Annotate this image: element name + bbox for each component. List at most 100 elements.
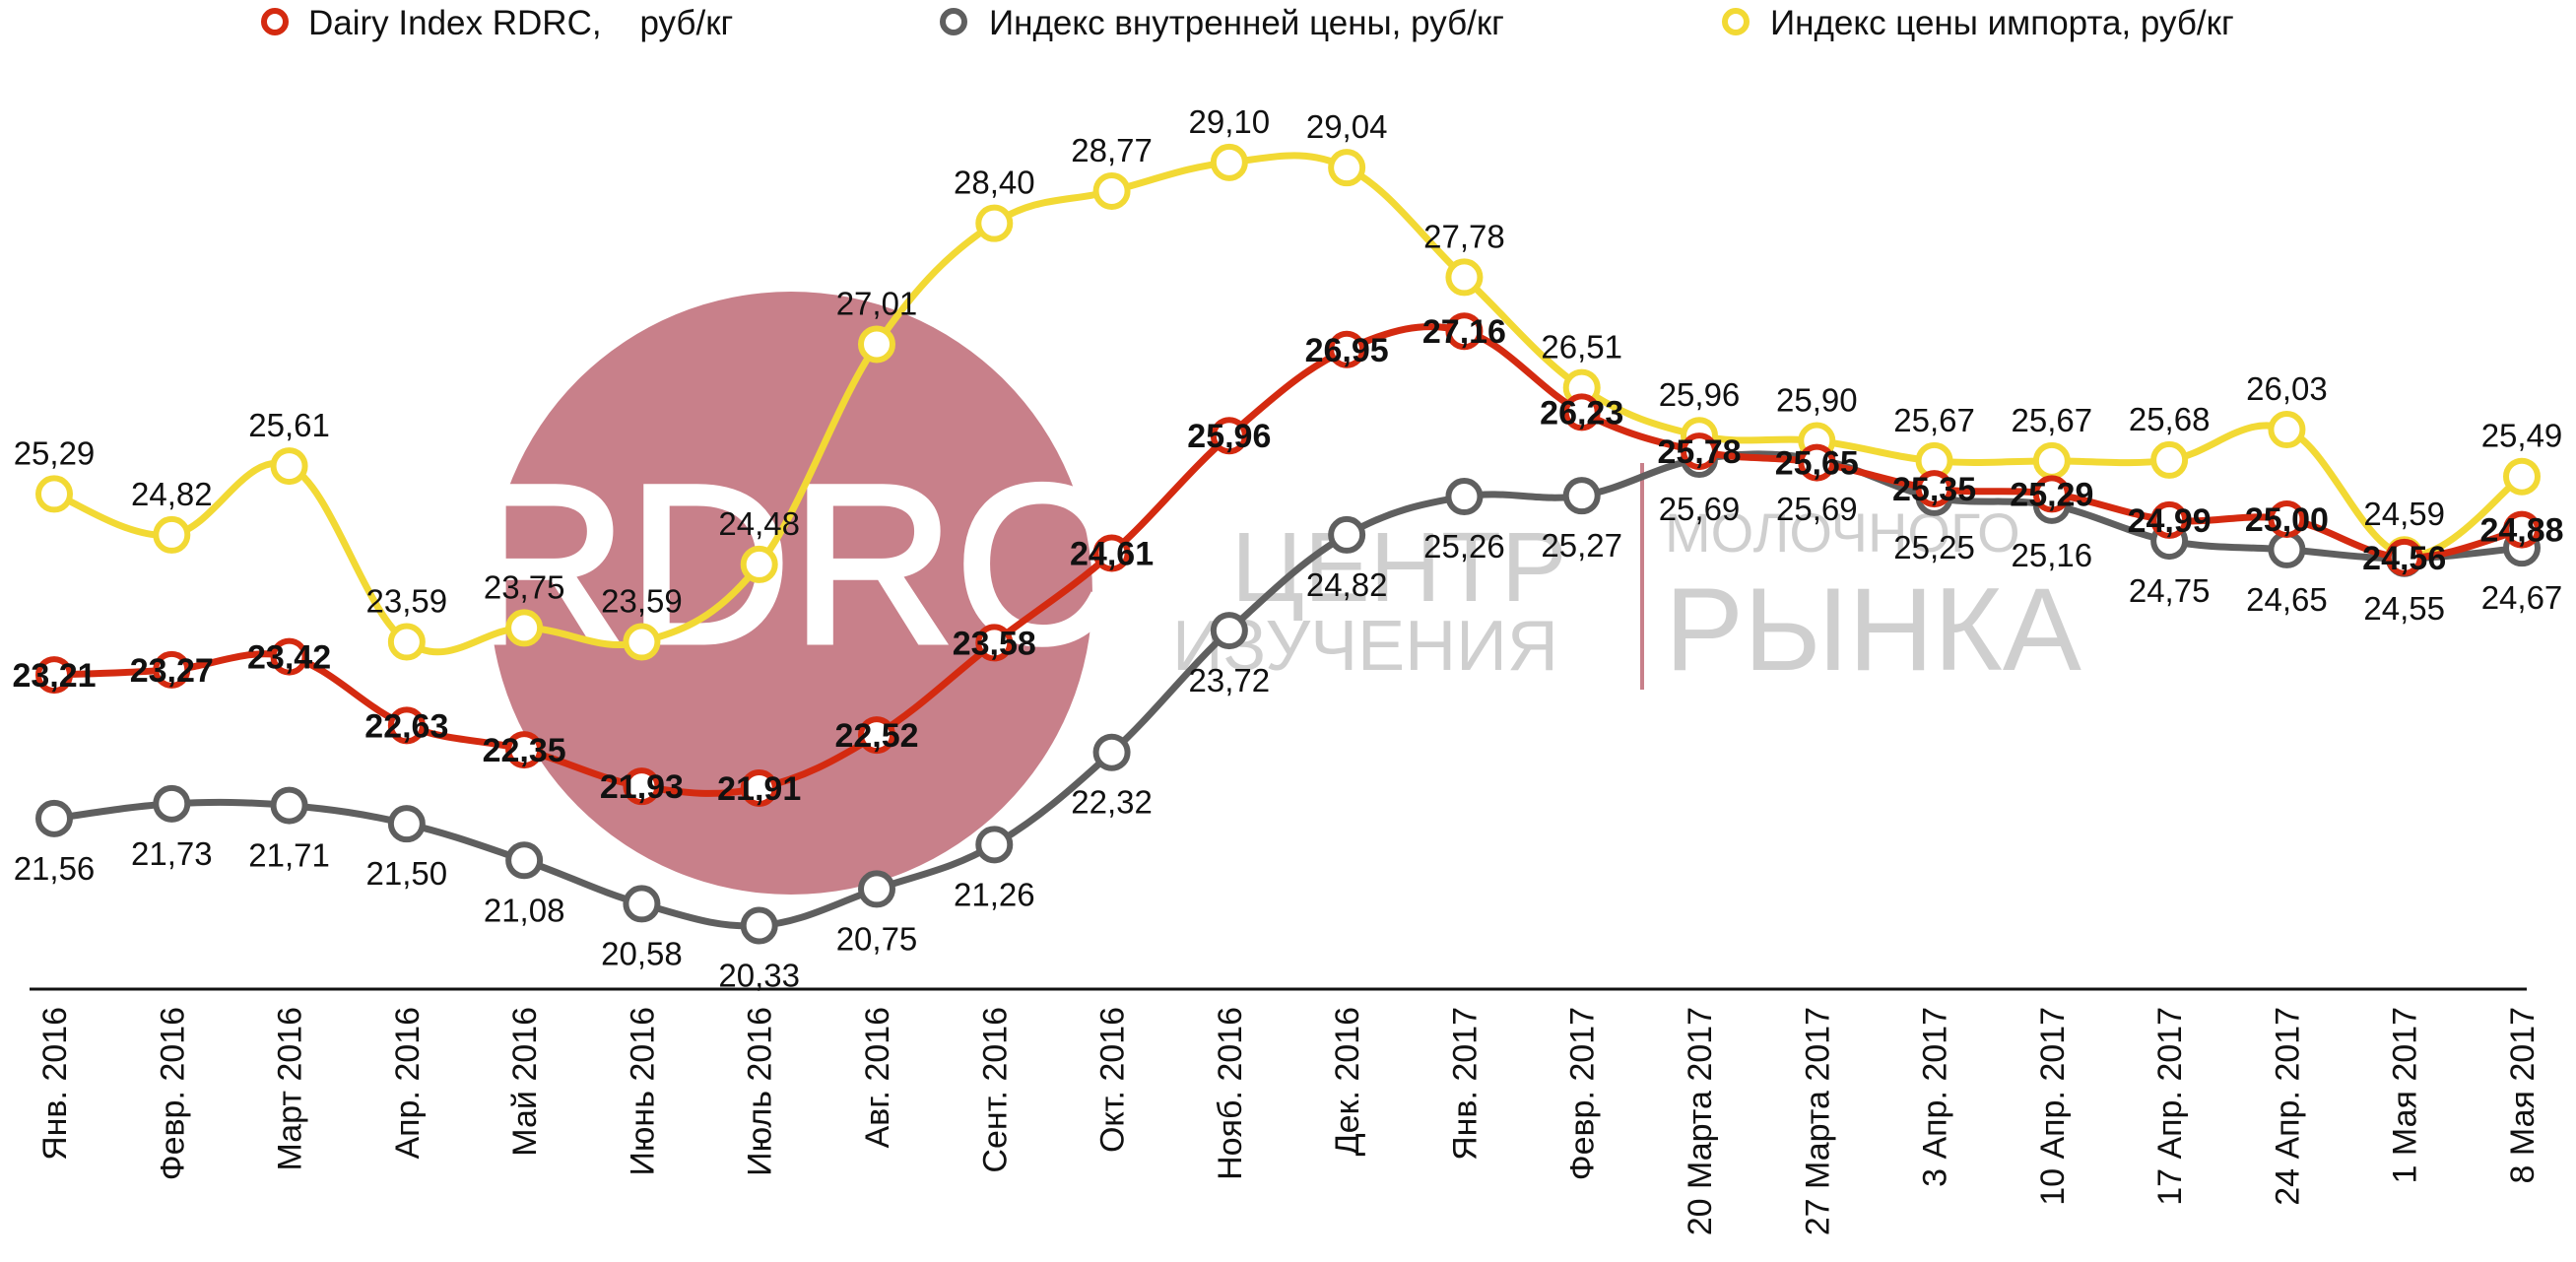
series-import-price (35, 143, 2541, 661)
data-labels-domestic-price: 21,56 21,73 21,71 21,50 21,08 20,58 20,33 20,75… (14, 491, 2563, 993)
legend: Dairy Index RDRC, руб/кг Индекс внутренн… (261, 4, 2234, 42)
data-label-domestic-price: 24,67 (2481, 579, 2563, 616)
x-tick-label: Авг. 2016 (859, 1007, 896, 1149)
data-label-dairy-index: 24,88 (2479, 512, 2563, 550)
data-label-dairy-index: 24,56 (2362, 540, 2446, 577)
x-tick-label: 17 Апр. 2017 (2151, 1007, 2189, 1206)
data-point-dairy-index (35, 656, 73, 695)
data-point-domestic-price (35, 799, 73, 837)
legend-item-domestic-price: Индекс внутренней цены, руб/кг (940, 4, 1504, 42)
x-tick-label: 10 Апр. 2017 (2034, 1007, 2072, 1206)
data-label-dairy-index: 21,91 (717, 770, 801, 808)
data-label-import-price: 24,59 (2363, 496, 2445, 532)
data-label-dairy-index: 22,52 (834, 717, 918, 755)
data-label-domestic-price: 21,08 (484, 892, 565, 928)
watermark-text-molochnogo: МОЛОЧНОГО (1665, 501, 2020, 564)
data-point-import-price (623, 623, 661, 661)
data-point-domestic-price (1092, 733, 1131, 771)
data-label-domestic-price: 20,33 (718, 958, 800, 994)
data-label-domestic-price: 21,73 (131, 835, 213, 872)
data-label-import-price: 25,68 (2129, 401, 2211, 437)
x-tick-label: Февр. 2016 (154, 1007, 191, 1180)
data-point-domestic-price (1210, 612, 1248, 650)
data-point-dairy-index (1210, 417, 1248, 455)
data-labels-dairy-index: 23,21 23,27 23,42 22,63 22,35 21,93 21,91 22,52… (12, 313, 2563, 808)
data-labels-import-price: 25,29 24,82 25,61 23,59 23,75 23,59 24,48 27,01… (14, 103, 2563, 620)
data-point-dairy-index (270, 637, 308, 676)
data-point-import-price (505, 609, 544, 647)
data-label-import-price: 28,40 (954, 165, 1035, 201)
x-tick-label: 24 Апр. 2017 (2269, 1007, 2306, 1206)
data-label-dairy-index: 22,63 (364, 707, 448, 745)
data-point-domestic-price (1562, 477, 1601, 515)
data-label-import-price: 25,67 (2012, 402, 2093, 438)
data-point-dairy-index (2268, 500, 2306, 538)
data-label-import-price: 26,03 (2246, 370, 2328, 407)
data-point-dairy-index (2503, 510, 2541, 549)
data-label-domestic-price: 25,26 (1423, 528, 1505, 565)
data-point-dairy-index (2385, 538, 2423, 576)
data-label-dairy-index: 23,42 (247, 639, 331, 677)
data-label-import-price: 23,75 (484, 568, 565, 605)
data-point-import-price (2268, 411, 2306, 449)
data-label-import-price: 27,78 (1423, 218, 1505, 254)
data-label-import-price: 25,96 (1659, 376, 1741, 413)
series-line-dairy-index (50, 323, 2526, 797)
data-label-dairy-index: 25,96 (1187, 418, 1271, 455)
data-label-domestic-price: 25,69 (1659, 491, 1741, 527)
x-tick-label: Май 2016 (506, 1007, 544, 1157)
x-tick-label: Нояб. 2016 (1212, 1007, 1249, 1180)
data-point-domestic-price (740, 906, 778, 945)
data-point-dairy-index (505, 731, 544, 769)
data-label-import-price: 24,48 (718, 505, 800, 542)
data-point-import-price (270, 447, 308, 486)
data-point-import-price (1328, 149, 1366, 187)
data-label-domestic-price: 25,25 (1893, 529, 1975, 565)
data-label-dairy-index: 21,93 (600, 768, 684, 806)
legend-marker-domestic-price (940, 8, 967, 35)
x-tick-label: Янв. 2017 (1446, 1007, 1484, 1161)
data-label-dairy-index: 23,58 (953, 625, 1036, 662)
x-tick-label: Апр. 2016 (389, 1007, 427, 1160)
data-point-domestic-price (387, 805, 426, 843)
x-tick-label: 8 Мая 2017 (2504, 1007, 2542, 1183)
data-label-dairy-index: 25,78 (1657, 433, 1741, 471)
data-label-dairy-index: 25,35 (1892, 471, 1976, 508)
data-point-import-price (858, 325, 895, 364)
x-tick-label: Янв. 2016 (36, 1007, 74, 1161)
data-point-import-price (153, 515, 191, 554)
data-point-domestic-price (1445, 478, 1484, 516)
legend-label-domestic-price: Индекс внутренней цены, руб/кг (989, 4, 1504, 42)
x-axis-tick-labels: Янв. 2016 Февр. 2016 Март 2016 Апр. 2016 Май… (36, 1007, 2542, 1235)
data-label-import-price: 23,59 (601, 583, 683, 620)
data-label-domestic-price: 22,32 (1071, 784, 1153, 821)
data-label-domestic-price: 25,27 (1541, 527, 1622, 564)
data-point-import-price (2032, 441, 2071, 480)
data-point-dairy-index (2032, 475, 2071, 513)
data-label-dairy-index: 25,29 (2010, 476, 2093, 513)
series-dairy-index (35, 312, 2541, 807)
x-tick-label: Дек. 2016 (1329, 1007, 1366, 1156)
watermark-text-centr: ЦЕНТР (1231, 512, 1567, 623)
data-label-import-price: 23,59 (366, 583, 448, 620)
legend-item-import-price: Индекс цены импорта, руб/кг (1722, 4, 2234, 42)
data-point-domestic-price (858, 870, 895, 908)
data-label-dairy-index: 23,27 (130, 652, 214, 690)
data-point-domestic-price (975, 826, 1014, 864)
data-label-import-price: 25,49 (2481, 418, 2563, 454)
data-label-dairy-index: 22,35 (483, 732, 566, 769)
x-tick-label: Февр. 2017 (1564, 1007, 1602, 1180)
data-point-domestic-price (505, 841, 544, 880)
data-point-import-price (35, 475, 73, 513)
data-point-dairy-index (975, 624, 1014, 662)
data-label-domestic-price: 21,71 (248, 837, 330, 874)
data-point-dairy-index (1681, 432, 1718, 471)
data-label-dairy-index: 24,61 (1070, 535, 1154, 572)
x-tick-label: Сент. 2016 (976, 1007, 1014, 1173)
data-point-dairy-index (1092, 534, 1131, 572)
data-label-import-price: 25,61 (248, 407, 330, 443)
data-label-domestic-price: 21,50 (366, 855, 448, 892)
data-point-dairy-index (2150, 500, 2189, 539)
legend-item-dairy-index: Dairy Index RDRC, руб/кг (261, 4, 733, 42)
x-tick-label: 20 Марта 2017 (1682, 1007, 1719, 1235)
